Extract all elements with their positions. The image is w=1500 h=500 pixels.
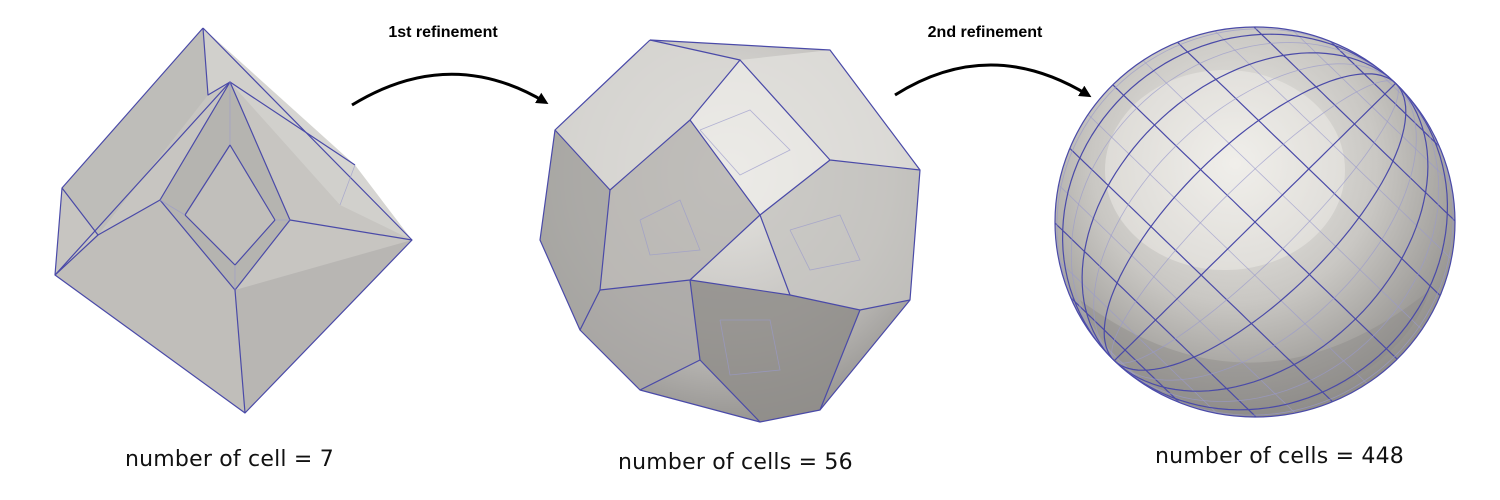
cube-edge — [159, 199, 186, 216]
sphere-mesh-line — [1114, 83, 1454, 416]
sphere-mesh-line — [1093, 63, 1396, 361]
poly-inner-edge — [699, 109, 791, 176]
sphere-mesh-line — [1113, 82, 1407, 371]
sphere-mesh-line — [1070, 42, 1396, 361]
poly-edge — [759, 214, 791, 296]
sphere-mesh-line — [1103, 73, 1397, 362]
poly-face — [555, 40, 740, 190]
poly-face — [740, 50, 920, 170]
poly-face — [540, 130, 610, 330]
sphere-mesh-line — [1111, 80, 1396, 361]
cube-top-left-face — [62, 28, 208, 235]
caption-mesh-3: number of cells = 448 — [1155, 444, 1404, 469]
cube-bottom-right-face — [235, 240, 412, 413]
poly-face — [580, 280, 700, 390]
caption-mesh-2: number of cells = 56 — [618, 450, 853, 475]
poly-inner-edge — [789, 214, 861, 271]
poly-face — [600, 120, 760, 290]
poly-face — [690, 280, 860, 422]
sphere-mesh-line — [1114, 83, 1440, 402]
cube-edge — [202, 27, 231, 96]
poly-edge — [699, 359, 761, 423]
cube-bottom-left-face — [55, 200, 245, 413]
cube-edge — [97, 199, 246, 414]
mesh-cube-7-cells — [54, 27, 413, 414]
caption-mesh-1: number of cell = 7 — [125, 447, 334, 472]
poly-inner-edge — [639, 199, 701, 256]
cube-edge — [339, 164, 356, 206]
sphere-mesh-line — [1113, 82, 1397, 362]
sphere-mesh-lines — [1054, 26, 1456, 418]
poly-edge — [819, 309, 861, 411]
refinement-arrow-2: 2nd refinement — [894, 24, 1092, 98]
sphere-mesh-line — [1062, 33, 1397, 362]
sphere-mesh-line — [1114, 83, 1399, 364]
sphere-mesh-line — [1113, 82, 1448, 411]
sphere-shadow — [1080, 290, 1430, 417]
sphere-outline — [1054, 26, 1456, 418]
sphere-mesh-line — [1081, 52, 1397, 362]
sphere-highlight — [1105, 70, 1345, 270]
cube-edge — [234, 219, 291, 291]
cube-outline — [54, 27, 413, 414]
mesh-polyhedron-56-cells — [539, 39, 921, 423]
poly-face — [760, 160, 920, 310]
arrow-label-1: 1st refinement — [388, 24, 498, 41]
cube-core-cell — [185, 145, 275, 265]
poly-edge — [689, 279, 911, 311]
poly-face — [690, 60, 830, 215]
poly-inner-edge — [719, 319, 781, 376]
cube-edge — [159, 81, 413, 241]
curved-arrow-icon — [894, 63, 1092, 98]
arrow-label-2: 2nd refinement — [928, 24, 1043, 41]
sphere-mesh-line — [1056, 28, 1396, 361]
sphere-mesh-line — [1114, 83, 1417, 381]
mesh-sphere-448-cells — [1054, 26, 1456, 418]
curved-arrow-icon — [351, 72, 549, 107]
sphere-mesh-line — [1113, 82, 1429, 392]
refinement-arrow-1: 1st refinement — [351, 24, 549, 107]
